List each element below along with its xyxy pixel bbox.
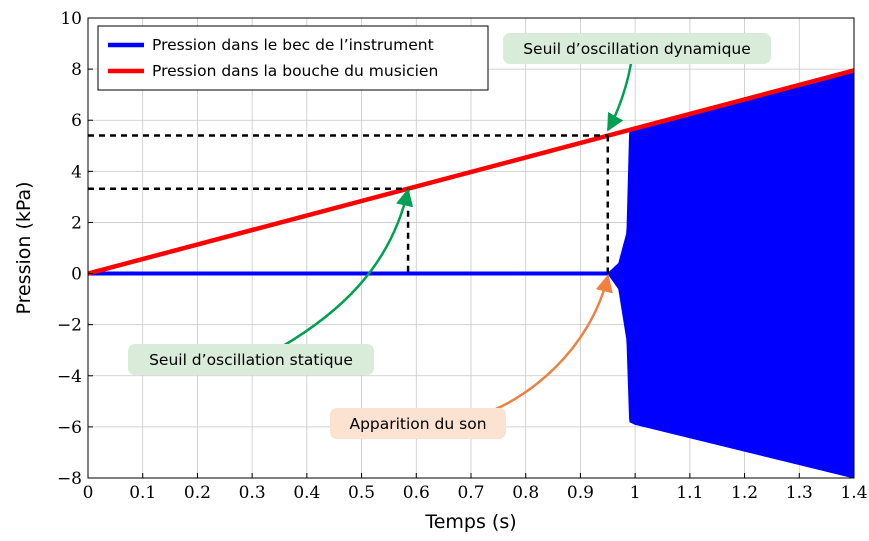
- x-tick-label-6: 0.6: [403, 483, 430, 503]
- x-tick-label-7: 0.7: [457, 483, 484, 503]
- x-tick-label-0: 0: [83, 483, 94, 503]
- arrow-son: [477, 274, 613, 418]
- y-tick-label-0: −8: [57, 469, 82, 489]
- y-tick-label-5: 2: [71, 213, 82, 233]
- plot-area: [88, 68, 854, 478]
- x-tick-label-5: 0.5: [348, 483, 375, 503]
- legend-label-bouche: Pression dans la bouche du musicien: [152, 62, 438, 80]
- x-tick-label-2: 0.2: [184, 483, 211, 503]
- y-tick-label-6: 4: [71, 162, 82, 182]
- annotation-statique: Seuil d’oscillation statique: [149, 351, 353, 369]
- annotations: Seuil d’oscillation dynamique Seuil d’os…: [128, 33, 771, 439]
- annotation-son: Apparition du son: [349, 415, 486, 433]
- x-tick-label-14: 1.4: [840, 483, 867, 503]
- arrow-dynamique: [606, 56, 634, 132]
- x-tick-label-11: 1.1: [676, 483, 703, 503]
- tick-labels: 0 0.1 0.2 0.3 0.4 0.5 0.6 0.7 0.8 0.9 1 1.1 1.2 1.3 1.…: [57, 9, 868, 503]
- legend-label-bec: Pression dans le bec de l’instrument: [152, 36, 434, 54]
- series-bec-oscillation: [607, 71, 854, 478]
- annotation-dynamique: Seuil d’oscillation dynamique: [523, 40, 751, 58]
- y-tick-label-3: −2: [57, 316, 82, 336]
- x-tick-label-3: 0.3: [239, 483, 266, 503]
- series-bouche-line: [88, 68, 854, 276]
- y-tick-label-8: 8: [71, 60, 82, 80]
- annotation-box-statique: [128, 344, 374, 375]
- y-tick-label-1: −6: [57, 418, 82, 438]
- x-tick-label-12: 1.2: [731, 483, 758, 503]
- legend-box: [97, 25, 489, 91]
- axes: [87, 17, 855, 479]
- arrow-statique: [282, 188, 414, 348]
- y-tick-label-7: 6: [71, 111, 82, 131]
- y-axis-label: Pression (kPa): [13, 181, 35, 314]
- x-tick-label-4: 0.4: [293, 483, 320, 503]
- y-tick-label-2: −4: [57, 367, 82, 387]
- x-tick-label-1: 0.1: [129, 483, 156, 503]
- x-tick-label-13: 1.3: [786, 483, 813, 503]
- x-tick-label-8: 0.8: [512, 483, 539, 503]
- y-tick-label-4: 0: [71, 265, 82, 285]
- annotation-box-dynamique: [503, 33, 771, 64]
- annotation-box-son: [330, 408, 506, 439]
- y-tick-label-9: 10: [60, 9, 82, 29]
- legend: Pression dans le bec de l’instrument Pre…: [97, 25, 489, 91]
- x-tick-label-9: 0.9: [567, 483, 594, 503]
- x-tick-label-10: 1: [630, 483, 641, 503]
- x-axis-label: Temps (s): [424, 511, 516, 533]
